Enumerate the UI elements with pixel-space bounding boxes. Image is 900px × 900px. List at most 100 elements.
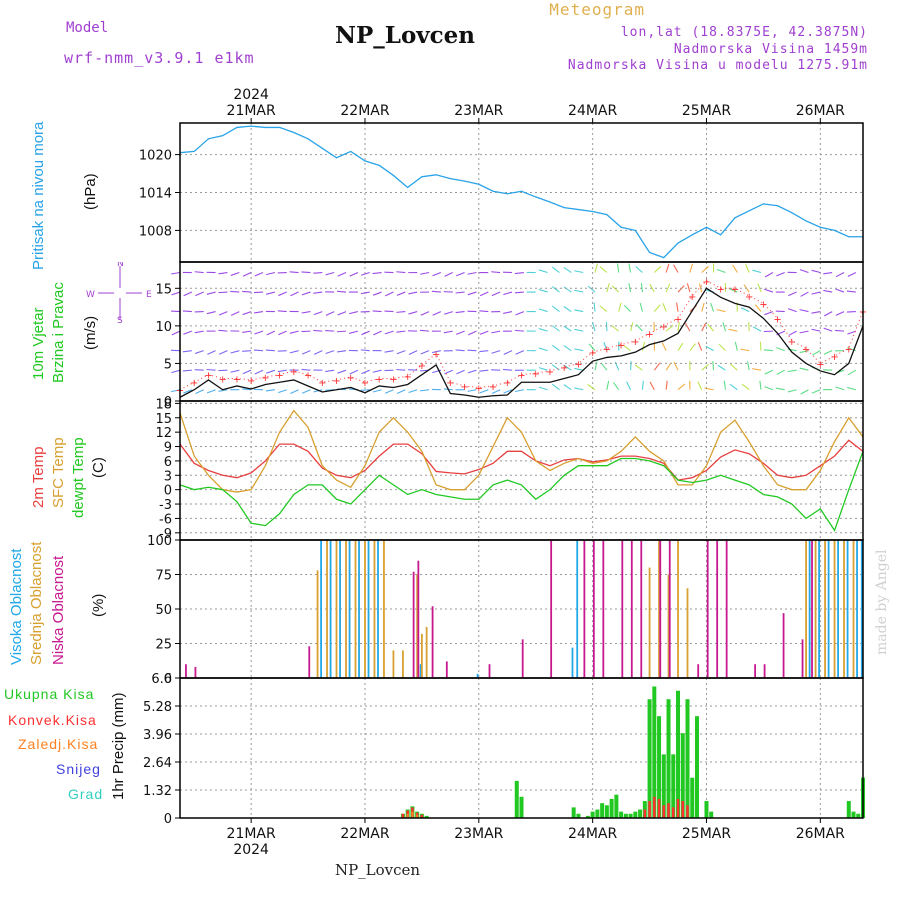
cloud-mid-bar: [402, 650, 404, 678]
pressure-point: [236, 126, 238, 129]
gust-marker: +: [290, 367, 298, 378]
cloud-low-bar: [763, 664, 766, 678]
gust-marker: +: [275, 371, 283, 382]
precip-tick-label: 1.32: [143, 784, 172, 799]
wind-barb: [732, 264, 738, 273]
precip-conv-bar: [401, 813, 405, 818]
wind-barb: [538, 328, 548, 332]
wind-barb: [372, 389, 382, 393]
wind-barb: [799, 350, 809, 354]
wind-barb: [408, 350, 418, 355]
gust-marker: +: [432, 350, 440, 361]
wind-barb: [372, 310, 382, 313]
precip-conv-bar: [686, 805, 689, 818]
wind-barb: [455, 330, 465, 335]
precip-tick-label: 2.64: [143, 756, 172, 771]
gust-marker: +: [361, 378, 369, 389]
pressure-point: [620, 226, 622, 228]
wind-barb: [515, 350, 525, 355]
sfc-temp-line: [179, 409, 864, 493]
wind-barb: [325, 311, 335, 316]
cloud-mid-bar: [824, 540, 826, 678]
wind-barb: [835, 311, 845, 316]
cloud-mid-bar: [354, 540, 357, 678]
wind-barb: [372, 271, 382, 275]
wind-barb: [206, 311, 216, 315]
temp-tick-label: 12: [155, 426, 172, 441]
pressure-point: [819, 226, 821, 228]
wind-barb: [729, 383, 738, 391]
wind-barb: [207, 350, 216, 355]
wind-barb: [396, 311, 406, 313]
wind-barb: [372, 369, 382, 373]
cloud-low-bar: [640, 540, 643, 678]
temp2m-line: [179, 439, 864, 481]
precip-total-bar: [685, 699, 690, 818]
pressure-point: [606, 214, 608, 216]
gust-marker: +: [702, 277, 710, 288]
cloud-low-bar: [602, 540, 605, 678]
wind-barb: [360, 389, 370, 391]
wind-barb: [420, 311, 430, 316]
gust-marker: +: [603, 344, 611, 355]
wind-barb: [764, 272, 774, 278]
wind-barb: [799, 269, 809, 274]
precip-conv-bar: [681, 801, 685, 818]
gust-marker: +: [717, 284, 725, 295]
precip-total-bar: [576, 813, 581, 818]
cloud-low-bar: [583, 540, 586, 678]
precip-conv-bar: [420, 814, 424, 818]
wind-barb: [265, 271, 275, 276]
gust-marker: +: [830, 352, 838, 363]
wind-barb: [266, 330, 276, 336]
wind-barb: [337, 350, 347, 353]
wind-barb: [689, 343, 696, 352]
wind-barb: [603, 341, 608, 351]
wind-barb: [641, 341, 646, 351]
wind-barb: [218, 350, 228, 355]
cloud-low-bar: [706, 540, 709, 678]
wind-barb: [754, 304, 762, 312]
cloud-low-bar: [592, 540, 595, 678]
precip-total-bar: [628, 813, 633, 818]
gust-marker: +: [218, 374, 226, 385]
gust-marker: +: [190, 378, 198, 389]
gust-marker: +: [645, 329, 653, 340]
wind-barb: [728, 328, 738, 332]
wind-barb: [313, 271, 323, 274]
precip-total-bar: [661, 754, 666, 818]
panel-background: [180, 262, 863, 401]
wind-barb: [712, 361, 715, 371]
wind-barb: [254, 272, 264, 277]
wind-barb: [349, 330, 359, 334]
gust-marker: +: [446, 378, 454, 389]
precip-frz-label: Zaledj.Kisa: [18, 736, 99, 752]
wind-barb: [432, 272, 442, 277]
wind-barb: [689, 263, 693, 273]
gust-marker: +: [617, 341, 625, 352]
wind-barb: [360, 291, 370, 295]
precip-total-bar: [604, 805, 609, 818]
gust-marker: +: [403, 372, 411, 383]
wind-barb: [455, 272, 465, 277]
location-coordinates: lon,lat (18.8375E, 42.3875N): [620, 25, 868, 40]
wind-barb: [551, 286, 560, 293]
wind-barb: [592, 322, 596, 332]
wind-barb: [677, 342, 684, 351]
wind-barb: [491, 350, 501, 354]
top-date-label: 24MAR: [568, 103, 617, 119]
precip-total-bar: [671, 754, 676, 818]
compass-n: N: [117, 262, 124, 269]
wind-barb: [538, 386, 548, 391]
wind-barb: [431, 290, 441, 293]
wind-barb: [676, 302, 679, 312]
precip-total-bar: [590, 811, 595, 818]
temp-tick-label: 0: [164, 484, 172, 499]
wind-barb: [467, 389, 477, 392]
wind-barb: [325, 369, 335, 373]
wind-barb: [618, 302, 622, 312]
wind-barb: [677, 322, 680, 332]
station-altitude: Nadmorska Visina 1459m: [673, 42, 868, 57]
precip-tick-label: 5.28: [143, 700, 172, 715]
